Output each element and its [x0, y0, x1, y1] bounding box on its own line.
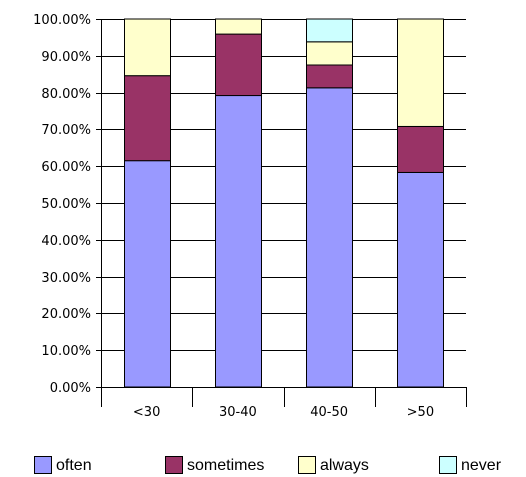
legend-swatch-sometimes [165, 456, 183, 474]
legend-swatch-always [298, 456, 316, 474]
legend: often sometimes always never [34, 456, 502, 474]
bar-segment-often [215, 95, 262, 388]
y-tick-label: 100.00% [33, 13, 91, 28]
x-tick-label: 40-50 [310, 405, 348, 420]
bar-segment-always [397, 18, 444, 127]
x-tick-label: >50 [407, 405, 434, 420]
y-tick-label: 60.00% [41, 160, 91, 175]
y-tick-label: 30.00% [41, 271, 91, 286]
bar-segment-sometimes [124, 75, 171, 162]
legend-swatch-never [439, 456, 457, 474]
bar-segment-sometimes [215, 33, 262, 97]
y-tick-label: 80.00% [41, 87, 91, 102]
bar-segment-always [306, 41, 353, 66]
y-tick-label: 0.00% [50, 381, 91, 396]
y-tick-label: 20.00% [41, 307, 91, 322]
bar-segment-often [306, 87, 353, 388]
axes: 0.00% 10.00% 20.00% 30.00% 40.00% 50.00% 60.00… [33, 13, 467, 420]
y-tick-label: 40.00% [41, 234, 91, 249]
y-tick-label: 90.00% [41, 50, 91, 65]
y-tick-label: 70.00% [41, 123, 91, 138]
bar-segment-always [124, 18, 171, 77]
y-tick-label: 10.00% [41, 344, 91, 359]
bar-segment-never [306, 18, 353, 43]
bar-segment-sometimes [306, 64, 353, 89]
bar-segment-often [397, 171, 444, 388]
x-tick-label: <30 [133, 405, 160, 420]
legend-label-often: often [56, 457, 92, 474]
legend-label-always: always [320, 457, 369, 474]
bars [124, 18, 444, 388]
x-tick-label: 30-40 [219, 405, 257, 420]
legend-label-sometimes: sometimes [187, 457, 264, 474]
bar-segment-always [215, 18, 262, 35]
bar-segment-sometimes [397, 125, 444, 173]
bar-segment-often [124, 160, 171, 388]
y-tick-label: 50.00% [41, 197, 91, 212]
legend-swatch-often [34, 456, 52, 474]
legend-label-never: never [461, 457, 502, 474]
